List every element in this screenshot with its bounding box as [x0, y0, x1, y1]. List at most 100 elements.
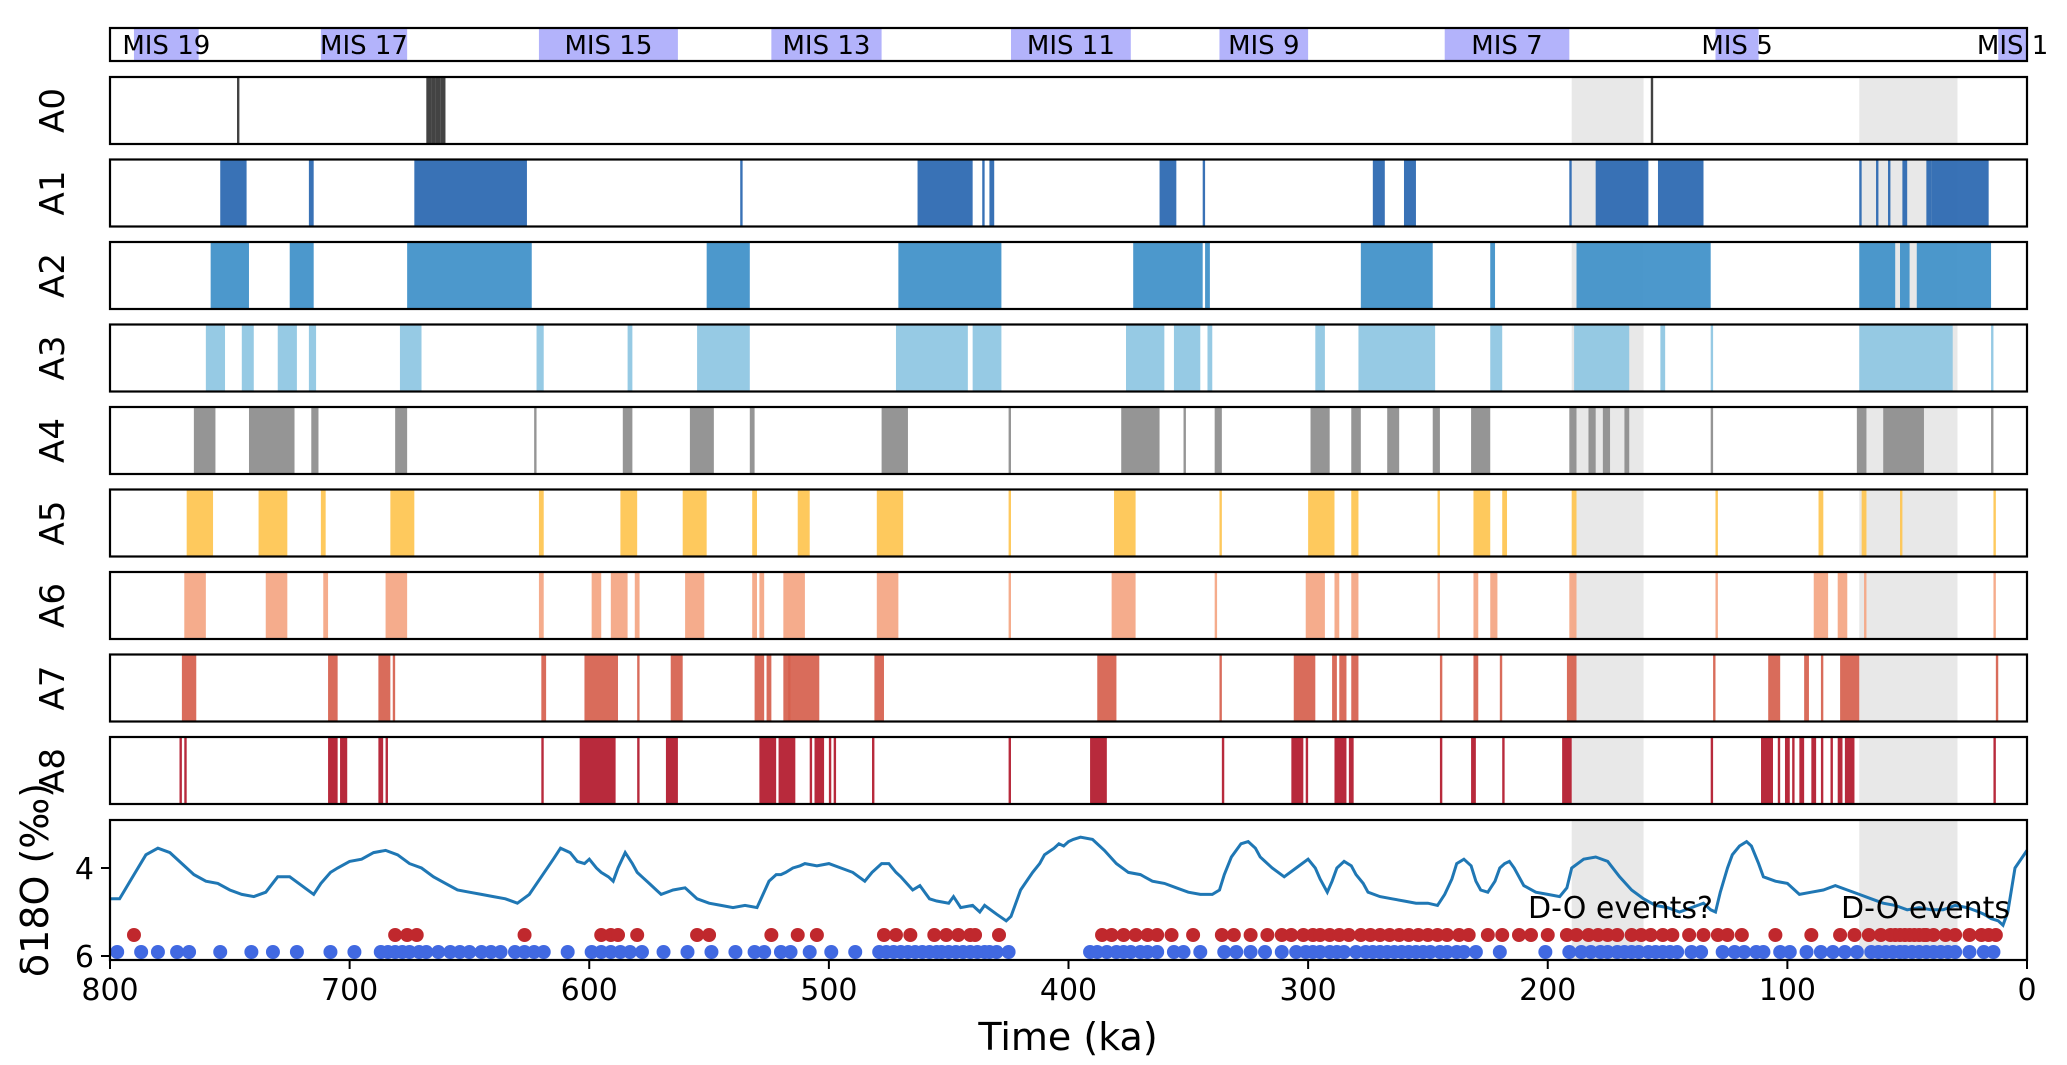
- event-bar: [184, 737, 187, 804]
- do-event-marker: [1782, 945, 1797, 959]
- do-event-marker: [213, 945, 228, 959]
- do-event-marker: [848, 945, 863, 959]
- do-event-marker: [1756, 945, 1771, 959]
- do-event-marker: [1289, 945, 1304, 959]
- do-event-probable-marker: [1150, 928, 1165, 942]
- event-bar: [1173, 324, 1201, 392]
- event-bar: [1820, 654, 1824, 722]
- do-event-probable-marker: [690, 928, 705, 942]
- do-event-marker: [1090, 945, 1105, 959]
- event-bar: [181, 654, 197, 722]
- do-event-marker: [1176, 945, 1191, 959]
- do-event-marker: [1337, 945, 1352, 959]
- do-event-probable-marker: [1128, 928, 1143, 942]
- do-event-probable-marker: [702, 928, 717, 942]
- do-event-marker: [1349, 945, 1364, 959]
- do-event-probable-marker: [1665, 928, 1680, 942]
- shaded-interval: [1859, 572, 1958, 639]
- shaded-interval: [1571, 654, 1644, 722]
- do-event-marker: [1574, 945, 1589, 959]
- do-event-marker: [1670, 945, 1685, 959]
- do-event-probable-marker: [1591, 928, 1606, 942]
- do-event-marker: [1423, 945, 1438, 959]
- event-bar: [1351, 489, 1359, 557]
- event-bar: [766, 654, 772, 722]
- do-event-marker: [507, 945, 522, 959]
- do-event-probable-marker: [126, 928, 141, 942]
- do-event-marker: [773, 945, 788, 959]
- do-event-probable-marker: [1420, 928, 1435, 942]
- event-bar: [982, 159, 985, 227]
- event-bar: [814, 737, 825, 804]
- event-panels: A0 A1 A2 A3 A4 A5 A6 A7 A8: [33, 75, 2029, 806]
- do-event-probable-marker: [1260, 928, 1275, 942]
- do-event-probable-marker: [1847, 928, 1862, 942]
- event-bar: [1811, 737, 1817, 804]
- do-event-marker: [783, 945, 798, 959]
- y-tick-label: 6: [75, 940, 94, 975]
- do-event-marker: [536, 945, 551, 959]
- event-bar: [378, 654, 391, 722]
- event-bar: [754, 654, 765, 722]
- event-bar: [1358, 324, 1436, 392]
- event-bar: [1351, 407, 1361, 474]
- mis-strip: MIS 19 MIS 17 MIS 15 MIS 13 MIS 11 MIS 9 MIS 7…: [108, 26, 2048, 63]
- do-event-marker: [613, 945, 628, 959]
- mis-label: MIS 17: [320, 31, 408, 61]
- panel-A0: A0: [33, 75, 2029, 146]
- event-bar: [241, 324, 254, 392]
- do-event-marker: [603, 945, 618, 959]
- do-event-marker: [728, 945, 743, 959]
- do-event-probable-marker: [1768, 928, 1783, 942]
- do-event-marker: [560, 945, 575, 959]
- event-bar: [1902, 159, 1908, 227]
- do-event-marker: [462, 945, 477, 959]
- event-bar: [881, 407, 908, 474]
- event-bar: [1876, 159, 1879, 227]
- mis-label: MIS 7: [1471, 31, 1542, 61]
- event-bar: [620, 489, 638, 557]
- do-event-marker: [634, 945, 649, 959]
- event-bar: [1008, 737, 1011, 804]
- do-event-marker: [1737, 945, 1752, 959]
- event-bar: [1310, 407, 1330, 474]
- shaded-interval: [1571, 572, 1644, 639]
- event-bar: [670, 654, 683, 722]
- event-bar: [1334, 737, 1347, 804]
- event-bar: [1818, 489, 1824, 557]
- event-bar: [431, 77, 436, 144]
- do-event-probable-marker: [1480, 928, 1495, 942]
- event-bar: [440, 77, 446, 144]
- annotation-do-events-question: D-O events?: [1528, 891, 1713, 926]
- do-event-marker: [170, 945, 185, 959]
- event-bar: [610, 572, 628, 639]
- do-event-marker: [1150, 945, 1165, 959]
- event-bar: [1792, 737, 1795, 804]
- event-bar: [210, 242, 249, 309]
- event-bar: [435, 77, 441, 144]
- event-bar: [1926, 159, 1932, 227]
- mis-band: [1219, 28, 1309, 61]
- do-event-marker: [1727, 945, 1742, 959]
- do-event-marker: [1962, 945, 1977, 959]
- do-event-marker: [244, 945, 259, 959]
- do-event-marker: [1274, 945, 1289, 959]
- do-event-marker: [1773, 945, 1788, 959]
- do-event-probable-marker: [1710, 928, 1725, 942]
- event-bar: [1784, 737, 1790, 804]
- do-event-probable-marker: [1322, 928, 1337, 942]
- event-bar: [1183, 407, 1186, 474]
- do-event-probable-marker: [1401, 928, 1416, 942]
- event-bar: [1856, 407, 1867, 474]
- event-bar: [1097, 654, 1117, 722]
- panel-A4: A4: [33, 405, 2029, 476]
- do-event-probable-marker: [1610, 928, 1625, 942]
- x-tick-label: 0: [2017, 973, 2036, 1008]
- do-event-probable-marker: [1511, 928, 1526, 942]
- do-event-probable-marker: [1430, 928, 1445, 942]
- event-bar: [1334, 572, 1340, 639]
- do-event-probable-marker: [594, 928, 609, 942]
- do-event-probable-marker: [1411, 928, 1426, 942]
- do-event-marker: [1456, 945, 1471, 959]
- event-bar: [258, 489, 288, 557]
